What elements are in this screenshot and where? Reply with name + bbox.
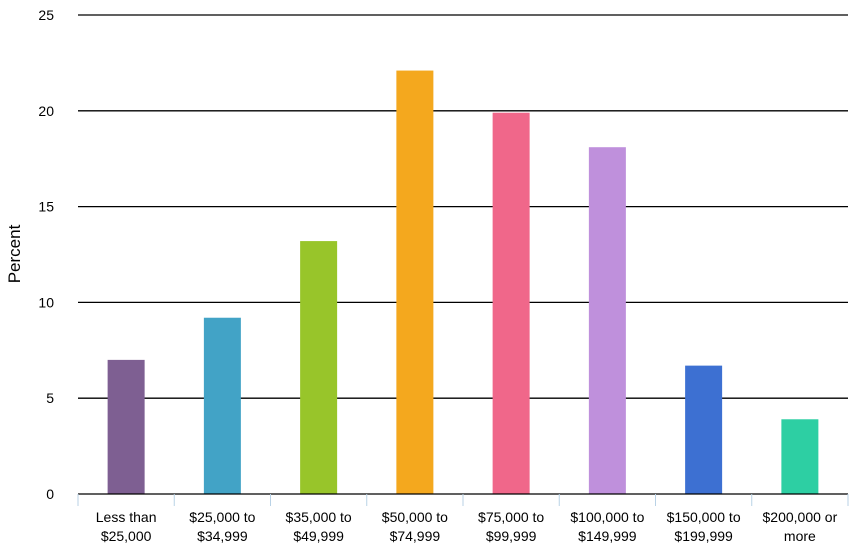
y-tick-label: 5 — [46, 390, 54, 406]
x-category-label: $75,000 to $99,999 — [478, 509, 544, 544]
y-axis-label: Percent — [5, 224, 24, 283]
bar — [396, 70, 434, 495]
bar — [203, 317, 241, 494]
y-axis-ticks: 0 5 10 15 20 25 — [38, 7, 54, 502]
bars — [107, 70, 819, 495]
y-tick-label: 0 — [46, 486, 54, 502]
x-axis-labels: Less than $25,000 $25,000 to $34,999 $35,000… — [96, 509, 838, 544]
x-category-label-line: $199,999 — [674, 528, 733, 544]
bar — [107, 359, 145, 494]
y-tick-label: 15 — [38, 199, 54, 215]
x-category-label-line: $25,000 — [101, 528, 152, 544]
x-category-label-line: $75,000 to — [478, 509, 544, 525]
x-category-label-line: $99,999 — [486, 528, 537, 544]
x-category-label-line: $74,999 — [390, 528, 441, 544]
x-category-label-line: $149,999 — [578, 528, 637, 544]
x-category-label: $25,000 to $34,999 — [189, 509, 255, 544]
y-tick-label: 20 — [38, 103, 54, 119]
x-category-label-line: $34,999 — [197, 528, 248, 544]
x-axis — [77, 493, 849, 506]
y-tick-label: 10 — [38, 294, 54, 310]
x-category-label-line: more — [784, 528, 816, 544]
bar — [588, 147, 626, 495]
bar — [685, 365, 723, 494]
x-category-label: $35,000 to $49,999 — [286, 509, 352, 544]
bar — [781, 419, 819, 494]
x-category-label-line: $35,000 to — [286, 509, 352, 525]
x-category-label: Less than $25,000 — [96, 509, 157, 544]
x-category-label: $100,000 to $149,999 — [570, 509, 644, 544]
x-category-label-line: $150,000 to — [667, 509, 741, 525]
y-tick-label: 25 — [38, 7, 54, 23]
x-category-label-line: $200,000 or — [763, 509, 838, 525]
bar — [300, 241, 338, 494]
x-category-label-line: $49,999 — [293, 528, 344, 544]
x-category-label: $200,000 or more — [763, 509, 838, 544]
x-category-label-line: $100,000 to — [570, 509, 644, 525]
x-category-label-line: Less than — [96, 509, 157, 525]
x-category-label: $150,000 to $199,999 — [667, 509, 741, 544]
x-category-label-line: $25,000 to — [189, 509, 255, 525]
gridlines — [78, 14, 848, 399]
x-category-label: $50,000 to $74,999 — [382, 509, 448, 544]
x-category-label-line: $50,000 to — [382, 509, 448, 525]
bar — [492, 112, 530, 494]
